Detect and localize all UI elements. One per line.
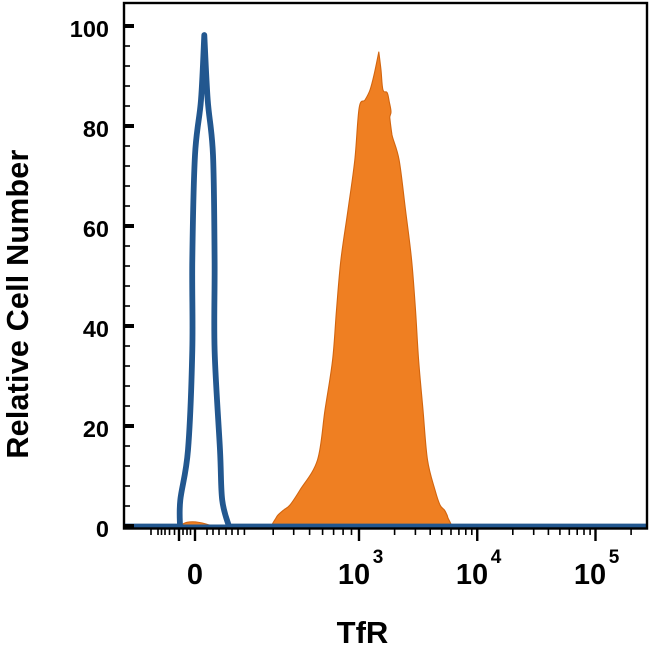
svg-text:60: 60 (83, 216, 109, 242)
svg-text:10: 10 (574, 559, 606, 591)
svg-text:40: 40 (83, 316, 109, 342)
svg-text:10: 10 (456, 559, 488, 591)
svg-text:0: 0 (96, 516, 109, 542)
svg-text:3: 3 (373, 547, 384, 568)
svg-text:80: 80 (83, 116, 109, 142)
svg-text:0: 0 (187, 559, 203, 591)
svg-text:4: 4 (491, 547, 502, 568)
svg-text:5: 5 (609, 547, 620, 568)
svg-text:20: 20 (83, 416, 109, 442)
svg-text:100: 100 (70, 16, 109, 42)
svg-text:10: 10 (338, 559, 370, 591)
